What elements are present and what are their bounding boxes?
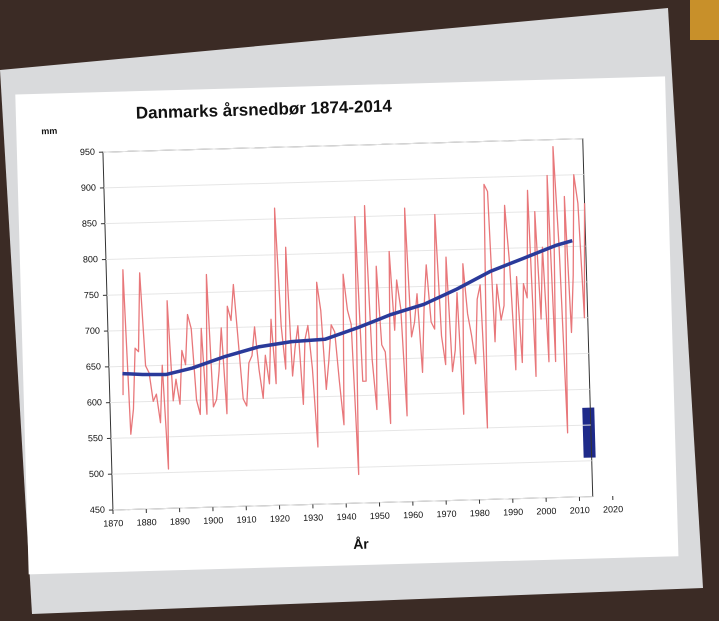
y-unit: mm [41,126,57,136]
chart: Danmarks årsnedbør 1874-2014 mm År 45050… [15,76,678,574]
y-tick-label: 850 [82,218,97,228]
x-tick-label: 1960 [403,510,423,521]
x-tick-label: 1970 [436,509,456,520]
y-tick-label: 550 [88,433,103,443]
y-tick-label: 800 [83,254,98,264]
x-axis-label: År [353,536,370,552]
x-tick-label: 2020 [603,504,623,515]
x-tick-label: 1870 [103,518,123,529]
y-tick-label: 600 [87,397,102,407]
y-tick-label: 900 [81,182,96,192]
photo: Danmarks årsnedbør 1874-2014 mm År 45050… [0,0,719,621]
y-tick-label: 700 [85,326,100,336]
logo [582,407,595,457]
x-tick-label: 2000 [536,506,556,517]
x-tick-label: 1900 [203,515,223,526]
y-tick-label: 950 [80,147,95,157]
background-object [690,0,719,40]
x-tick-label: 1930 [303,512,323,523]
y-tick-label: 650 [86,361,101,371]
x-tick-label: 1950 [370,511,390,522]
x-tick-label: 1980 [470,508,490,519]
x-tick-label: 1910 [236,514,256,525]
y-tick-label: 500 [89,469,104,479]
x-tick-label: 1940 [336,512,356,523]
x-tick-label: 2010 [570,505,590,516]
x-tick-label: 1920 [270,513,290,524]
y-tick-label: 450 [90,505,105,515]
x-tick-label: 1990 [503,507,523,518]
y-tick-label: 750 [84,290,99,300]
chart-paper [15,76,678,574]
x-tick-label: 1890 [170,516,190,527]
x-tick-label: 1880 [136,517,156,528]
